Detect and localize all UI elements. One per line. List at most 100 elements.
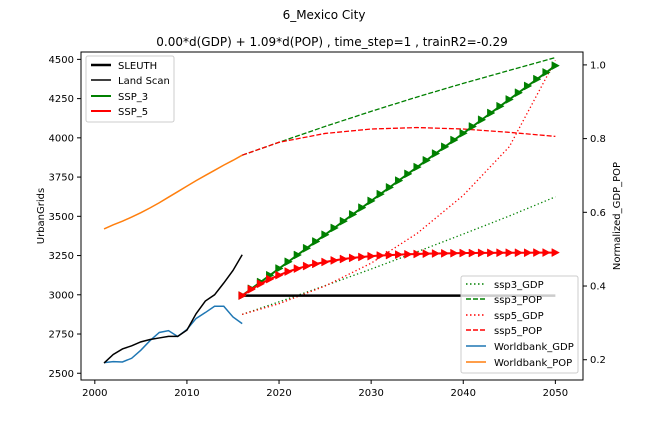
suptitle: 6_Mexico City bbox=[283, 8, 366, 22]
ssp5-marker bbox=[339, 254, 349, 264]
x-tick-label: 2050 bbox=[543, 388, 568, 399]
ssp5-marker bbox=[477, 248, 487, 258]
y-left-tick-label: 3250 bbox=[49, 251, 74, 262]
series-worldbank-gdp bbox=[103, 305, 243, 364]
ssp3-marker bbox=[358, 203, 367, 213]
ssp3-marker bbox=[312, 237, 321, 246]
y-left-tick-label: 4500 bbox=[49, 55, 74, 66]
ssp3-marker bbox=[450, 135, 459, 145]
legend-right: ssp3_GDP ssp3_POP ssp5_GDP ssp5_POP Worl… bbox=[460, 275, 579, 374]
ssp5-marker bbox=[247, 284, 256, 294]
y-axis-right-label: Normalized_GDP_POP bbox=[612, 162, 623, 270]
ssp5-marker bbox=[487, 248, 496, 258]
ssp3-marker bbox=[367, 196, 376, 206]
y-left-tick-label: 2500 bbox=[49, 369, 74, 380]
ssp5-marker bbox=[367, 251, 376, 261]
ssp3-marker bbox=[302, 243, 312, 253]
y-left-tick-label: 3000 bbox=[49, 290, 74, 301]
ssp3-marker bbox=[459, 128, 468, 138]
legend-sleuth-label: SLEUTH bbox=[118, 61, 157, 72]
ssp5-marker bbox=[551, 248, 560, 257]
ssp3-marker bbox=[441, 142, 450, 152]
y-right-tick-label: 0.8 bbox=[590, 134, 606, 145]
ssp3-marker bbox=[551, 61, 560, 71]
ssp3-marker bbox=[376, 189, 385, 199]
y-axis-left: 2500 2750 3000 3250 3500 3750 4000 4250 4500 bbox=[49, 55, 81, 380]
ssp3-marker bbox=[496, 101, 505, 111]
ssp3-marker bbox=[385, 182, 395, 192]
y-right-tick-label: 0.2 bbox=[590, 355, 606, 366]
x-tick-label: 2020 bbox=[266, 388, 291, 399]
ssp5-marker bbox=[523, 248, 533, 258]
series-landscan bbox=[103, 254, 243, 364]
ssp5-marker bbox=[330, 255, 339, 265]
ssp5-marker bbox=[404, 249, 413, 259]
ssp3-marker bbox=[533, 74, 542, 84]
ssp5-marker bbox=[302, 261, 312, 271]
y-left-tick-label: 4000 bbox=[49, 133, 74, 144]
ssp3-marker bbox=[468, 122, 477, 131]
legend-ssp3-label: SSP_3 bbox=[118, 92, 148, 103]
x-axis: 2000 2010 2020 2030 2040 2050 bbox=[82, 380, 568, 399]
ssp3-marker bbox=[487, 108, 496, 118]
ssp5-marker bbox=[505, 248, 514, 258]
ssp3-marker bbox=[523, 81, 533, 91]
ssp5-marker bbox=[496, 248, 505, 258]
ssp3-marker bbox=[404, 169, 413, 179]
ssp3-marker bbox=[348, 210, 358, 219]
ssp5-marker bbox=[358, 252, 367, 262]
legend-ssp5-gdp-label: ssp5_GDP bbox=[494, 311, 544, 322]
ssp3-marker bbox=[477, 115, 487, 125]
x-tick-label: 2030 bbox=[358, 388, 383, 399]
ssp5-marker bbox=[395, 250, 404, 260]
series-ssp5-pop bbox=[241, 126, 556, 156]
ssp5-marker bbox=[321, 257, 330, 267]
y-axis-right: 0.2 0.4 0.6 0.8 1.0 bbox=[583, 60, 606, 366]
ssp5-marker bbox=[275, 270, 284, 280]
x-tick-label: 2000 bbox=[82, 388, 107, 399]
x-tick-label: 2040 bbox=[451, 388, 476, 399]
y-left-tick-label: 4250 bbox=[49, 94, 74, 105]
y-left-tick-label: 3500 bbox=[49, 212, 74, 223]
ssp3-marker bbox=[321, 230, 330, 240]
ssp3-marker bbox=[293, 250, 302, 260]
legend-ssp5-label: SSP_5 bbox=[118, 107, 148, 118]
legend-worldbank-gdp-label: Worldbank_GDP bbox=[494, 342, 574, 353]
ssp5-marker bbox=[542, 248, 551, 257]
ssp5-marker bbox=[431, 249, 441, 258]
y-right-tick-label: 1.0 bbox=[590, 60, 606, 71]
ssp3-marker bbox=[275, 264, 284, 273]
ssp5-marker bbox=[422, 249, 431, 259]
ssp5-marker bbox=[514, 248, 524, 258]
legend-right-box bbox=[460, 275, 579, 374]
ssp3-marker bbox=[330, 223, 339, 233]
ssp5-marker bbox=[293, 264, 302, 273]
y-right-tick-label: 0.6 bbox=[590, 208, 606, 219]
ssp5-marker bbox=[459, 248, 468, 258]
legend-left-box bbox=[85, 55, 175, 123]
series-ssp5-gdp bbox=[242, 60, 556, 316]
y-right-tick-label: 0.4 bbox=[590, 282, 606, 293]
x-tick-label: 2010 bbox=[174, 388, 199, 399]
ssp5-marker bbox=[385, 250, 395, 260]
legend-ssp3-gdp-label: ssp3_GDP bbox=[494, 280, 544, 291]
ssp3-marker bbox=[339, 216, 349, 226]
y-left-tick-label: 2750 bbox=[49, 330, 74, 341]
ssp3-marker bbox=[514, 88, 524, 98]
ssp3-marker bbox=[422, 155, 431, 165]
ssp5-marker bbox=[413, 249, 422, 259]
ssp3-marker bbox=[284, 257, 293, 267]
ssp5-marker bbox=[450, 248, 459, 258]
series-worldbank-pop bbox=[103, 154, 243, 230]
legend-ssp3-pop-label: ssp3_POP bbox=[494, 295, 542, 306]
chart-title: 0.00*d(GDP) + 1.09*d(POP) , time_step=1 … bbox=[156, 35, 507, 49]
y-axis-left-label: UrbanGrids bbox=[36, 188, 47, 244]
ssp5-marker bbox=[266, 274, 275, 284]
y-left-tick-label: 3750 bbox=[49, 173, 74, 184]
ssp5-marker bbox=[256, 279, 266, 289]
ssp5-marker bbox=[348, 253, 358, 263]
ssp3-marker bbox=[395, 176, 404, 186]
ssp3-marker bbox=[542, 67, 551, 77]
legend-landscan-label: Land Scan bbox=[118, 76, 170, 87]
